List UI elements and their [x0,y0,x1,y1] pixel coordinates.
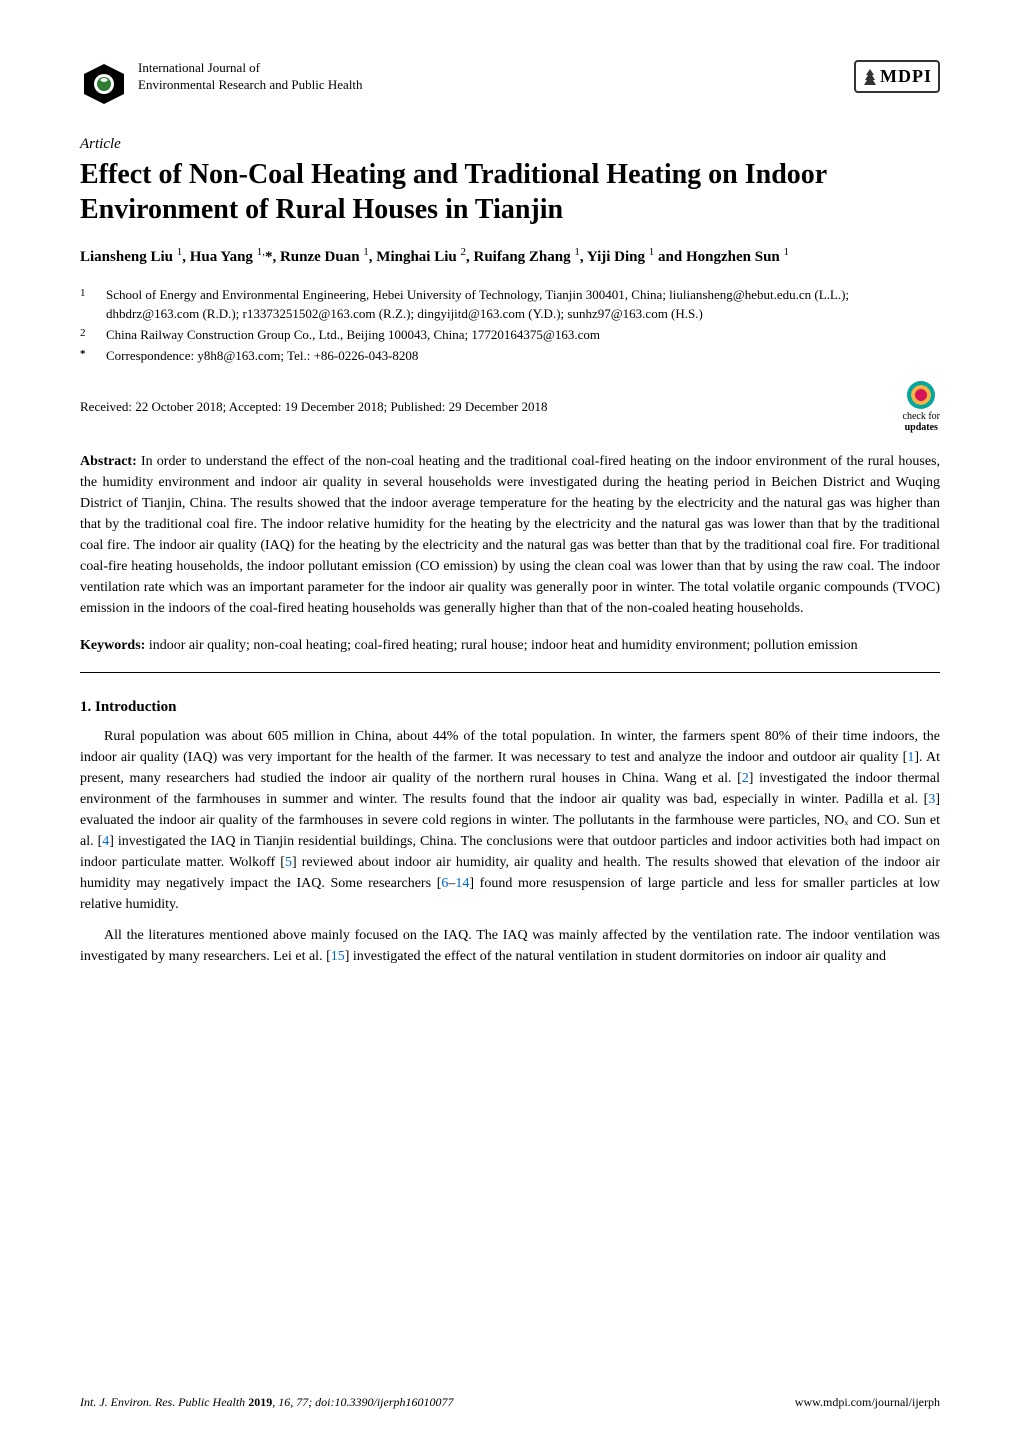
affiliation-row: 2 China Railway Construction Group Co., … [80,326,940,345]
author-text: , Hua Yang [182,249,256,265]
footer-journal: Int. J. Environ. Res. Public Health [80,1395,248,1409]
journal-prefix: International Journal of [138,60,363,77]
section-heading: 1. Introduction [80,699,940,716]
affil-text: China Railway Construction Group Co., Lt… [106,326,940,345]
journal-info: International Journal of Environmental R… [138,60,363,94]
article-type: Article [80,136,940,153]
affiliations: 1 School of Energy and Environmental Eng… [80,286,940,365]
abstract-block: Abstract: In order to understand the eff… [80,451,940,619]
author-text: , Yiji Ding [580,249,649,265]
keywords-text: indoor air quality; non-coal heating; co… [145,638,857,653]
author-text: , Ruifang Zhang [466,249,574,265]
affil-num: * [80,347,94,366]
para-text: Rural population was about 605 million i… [80,729,940,765]
header-row: International Journal of Environmental R… [80,60,940,108]
page-footer: Int. J. Environ. Res. Public Health 2019… [80,1395,940,1410]
keywords-label: Keywords: [80,638,145,653]
section-divider [80,672,940,673]
publisher-logo: MDPI [854,60,940,93]
abstract-text: In order to understand the effect of the… [80,454,940,616]
body-paragraph: All the literatures mentioned above main… [80,925,940,967]
affil-num: 2 [80,326,94,345]
check-updates-line2: updates [905,422,938,433]
article-title: Effect of Non-Coal Heating and Tradition… [80,157,940,227]
body-paragraph: Rural population was about 605 million i… [80,726,940,915]
author-text: and Hongzhen Sun [654,249,783,265]
keywords-block: Keywords: indoor air quality; non-coal h… [80,635,940,656]
journal-logo-icon [80,60,128,108]
author-sup: 1 [784,246,790,258]
footer-year: 2019 [248,1395,272,1409]
author-sup: 1, [257,246,265,258]
footer-left: Int. J. Environ. Res. Public Health 2019… [80,1395,454,1410]
para-text: ] investigated the effect of the natural… [345,949,886,964]
journal-block: International Journal of Environmental R… [80,60,363,108]
citation-link[interactable]: 15 [331,949,345,964]
footer-rest: , 16, 77; doi:10.3390/ijerph16010077 [272,1395,453,1409]
citation-link[interactable]: 14 [455,876,469,891]
affiliation-row: * Correspondence: y8h8@163.com; Tel.: +8… [80,347,940,366]
check-updates-icon [907,381,935,409]
author-list: Liansheng Liu 1 , Hua Yang 1,*, Runze Dua… [80,245,940,268]
affil-num: 1 [80,286,94,324]
check-updates-badge[interactable]: check for updates [903,381,940,433]
citation-link[interactable]: 5 [285,855,292,870]
footer-right: www.mdpi.com/journal/ijerph [795,1395,940,1410]
affil-text: Correspondence: y8h8@163.com; Tel.: +86-… [106,347,940,366]
citation-link[interactable]: 2 [742,771,749,786]
affil-text: School of Energy and Environmental Engin… [106,286,940,324]
publisher-label: MDPI [880,66,932,87]
dates-row: Received: 22 October 2018; Accepted: 19 … [80,381,940,433]
journal-name: Environmental Research and Public Health [138,77,363,94]
author-text: , Minghai Liu [369,249,461,265]
dates-text: Received: 22 October 2018; Accepted: 19 … [80,399,548,415]
mdpi-tree-icon [862,67,878,87]
author-text: *, Runze Duan [265,249,363,265]
check-updates-line1: check for [903,411,940,422]
author-text: Liansheng Liu [80,249,177,265]
affiliation-row: 1 School of Energy and Environmental Eng… [80,286,940,324]
abstract-label: Abstract: [80,454,137,469]
